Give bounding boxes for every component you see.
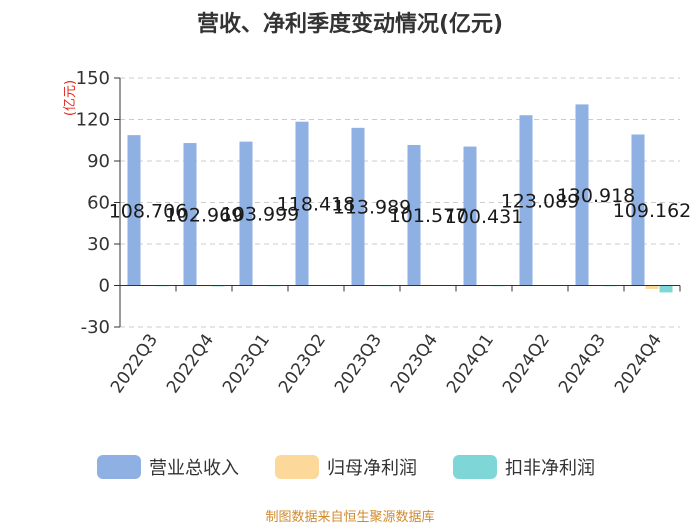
data-label: 108.706 [109,200,188,222]
data-label: 102.969 [165,204,244,226]
bar-3-2024Q4 [659,285,673,293]
bar-2-2024Q4 [645,285,659,289]
legend-label: 营业总收入 [149,458,239,479]
data-label: 130.918 [557,185,636,207]
data-label: 103.999 [221,204,300,226]
data-label: 109.162 [613,200,692,222]
bar-1-2023Q1 [239,141,253,286]
y-tick-label: 30 [87,234,110,255]
x-category-label: 2022Q4 [163,330,218,397]
x-category-label: 2023Q3 [331,330,386,397]
data-label: 113.989 [333,197,412,219]
label-layer: 2022Q3 2022Q4 2023Q1 2023Q2 2023Q3 2023Q4 2024… [107,185,691,397]
x-category-label: 2023Q1 [219,330,274,397]
x-category-label: 2023Q4 [387,330,442,397]
axis-layer: -30 0 30 60 90 120 150 [76,68,681,338]
bar-1-2024Q2 [519,115,533,286]
data-label: 118.418 [277,194,356,216]
x-category-label: 2024Q1 [443,330,498,397]
y-tick-label: -30 [81,317,110,338]
y-tick-label: 150 [76,68,110,89]
legend-swatch [97,455,141,479]
x-category-label: 2024Q3 [555,330,610,397]
bar-1-2023Q3 [351,127,365,286]
bar-1-2024Q1 [463,146,477,286]
x-category-label: 2022Q3 [107,330,162,397]
y-tick-label: 90 [87,151,110,172]
y-axis-title: (亿元) [63,80,78,116]
bar-1-2022Q3 [127,135,141,286]
legend-label: 归母净利润 [327,458,417,479]
data-label: 100.431 [445,206,524,228]
bar-1-2024Q3 [575,104,589,286]
legend-label: 扣非净利润 [505,458,595,479]
y-tick-label: 60 [87,193,110,214]
bar-layer [127,104,673,293]
bar-1-2024Q4 [631,134,645,286]
x-category-label: 2023Q2 [275,330,330,397]
source-note: 制图数据来自恒生聚源数据库 [265,510,435,525]
bar-1-2023Q4 [407,144,421,286]
x-category-label: 2024Q2 [499,330,554,397]
legend: 营业总收入 归母净利润 扣非净利润 [97,455,595,479]
x-category-label: 2024Q4 [611,330,666,397]
legend-swatch [453,455,497,479]
data-label: 101.577 [389,205,468,227]
y-tick-label: 0 [99,276,110,297]
y-tick-label: 120 [76,110,110,131]
bar-1-2023Q2 [295,121,309,286]
data-label: 123.089 [501,190,580,212]
chart-title: 营收、净利季度变动情况(亿元) [196,12,504,37]
legend-swatch [275,455,319,479]
bar-1-2022Q4 [183,143,197,286]
